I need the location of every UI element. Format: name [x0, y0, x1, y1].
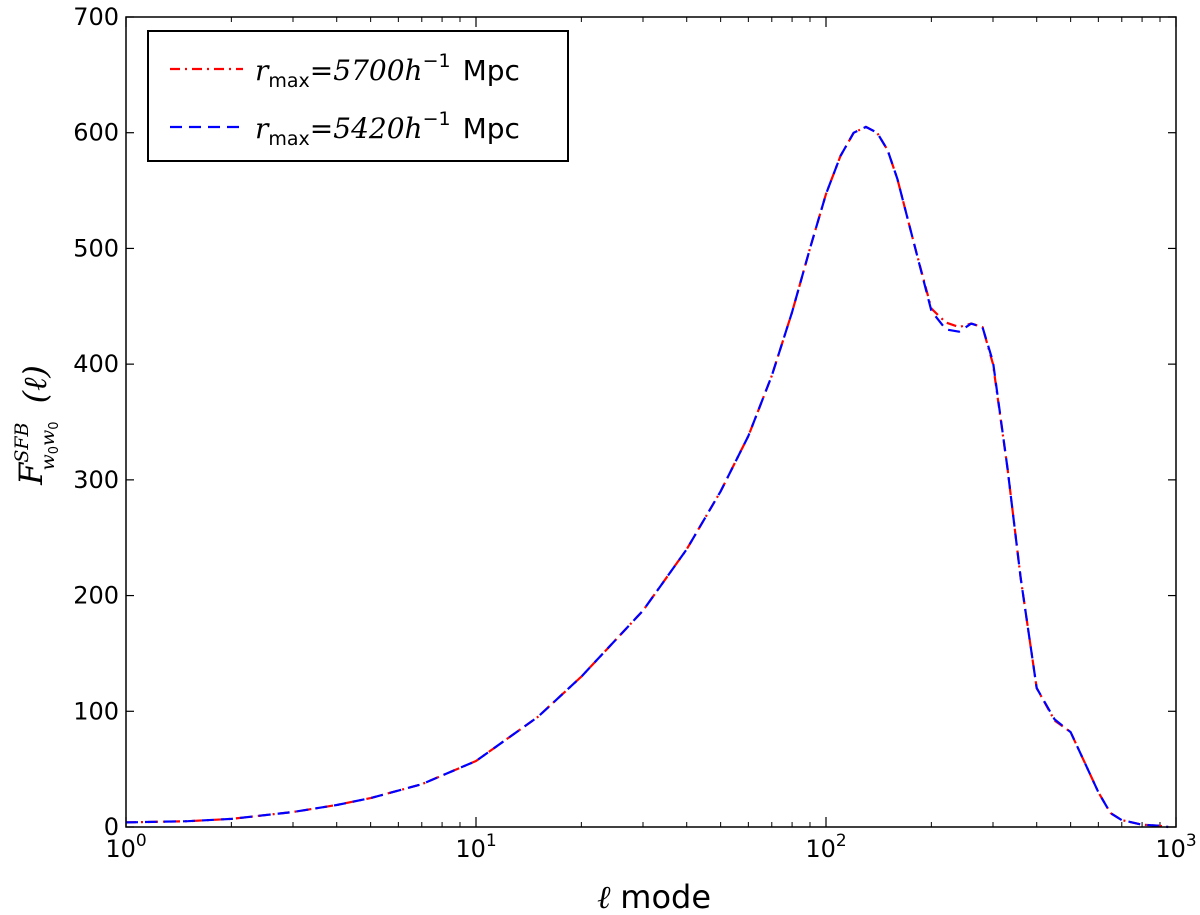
legend-label-1-sub: max	[268, 128, 309, 150]
y-axis-sup: SFB	[11, 422, 33, 462]
x-axis-symbol: ℓ	[597, 878, 611, 915]
y-axis-sub-2: w	[37, 430, 59, 446]
x-axis-text: mode	[620, 878, 711, 915]
y-tick-label-2: 200	[73, 582, 119, 610]
legend-label-0-unit: Mpc	[463, 54, 520, 87]
y-tick-label-0: 0	[104, 813, 119, 841]
legend-label-1-prefix: r	[255, 112, 270, 145]
x-tick-label-2: 102	[805, 831, 846, 863]
legend-label-0: rmax=5700h−1 Mpc	[255, 50, 520, 92]
x-tick-label-3: 103	[1155, 831, 1196, 863]
y-tick-label-1: 100	[73, 697, 119, 725]
legend-label-1-unit: Mpc	[463, 112, 520, 145]
y-axis-sub: w	[37, 454, 59, 470]
series-line-1	[125, 125, 1169, 829]
y-tick-label-5: 500	[73, 234, 119, 262]
y-axis-sub-index: 0	[47, 446, 62, 454]
legend-box	[147, 30, 569, 162]
x-axis-title: ℓ mode	[597, 878, 711, 915]
series-line-0	[125, 125, 1169, 829]
legend-label-1-exp: −1	[423, 108, 451, 130]
x-tick-label-0: 100	[105, 831, 146, 863]
plot-frame	[125, 16, 1177, 828]
legend-label-1-value: =5420h	[310, 112, 423, 145]
legend-label-0-value: =5700h	[310, 54, 423, 87]
y-tick-label-6: 600	[73, 119, 119, 147]
y-axis-arg: (ℓ)	[16, 365, 54, 403]
x-tick-label-1: 101	[455, 831, 496, 863]
y-tick-label-3: 300	[73, 466, 119, 494]
legend-label-0-exp: −1	[423, 50, 451, 72]
y-axis-base: F	[12, 461, 50, 486]
y-axis-title: FSFB w0w0(ℓ)	[11, 365, 62, 486]
legend-label-1: rmax=5420h−1 Mpc	[255, 108, 520, 150]
series-layer	[125, 125, 1169, 829]
y-tick-label-7: 700	[73, 3, 119, 31]
y-tick-label-4: 400	[73, 350, 119, 378]
legend: rmax=5700h−1 Mpc rmax=5420h−1 Mpc	[147, 30, 569, 162]
legend-label-0-prefix: r	[255, 54, 270, 87]
y-axis-sub-index-2: 0	[47, 421, 62, 429]
legend-label-0-sub: max	[268, 70, 309, 92]
